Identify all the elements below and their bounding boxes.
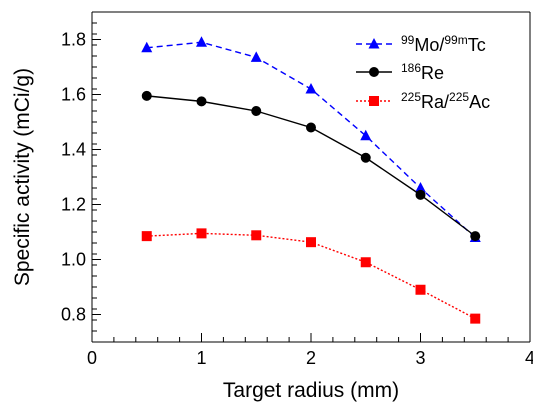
x-tick-label: 0 xyxy=(87,348,97,368)
data-point xyxy=(306,122,316,133)
plot-frame xyxy=(91,11,531,343)
legend-swatch-marker xyxy=(369,67,379,77)
data-point xyxy=(141,231,152,242)
y-tick-label: 1.2 xyxy=(61,195,86,215)
data-point xyxy=(470,231,481,242)
y-tick-label: 1.0 xyxy=(61,250,86,270)
series-line xyxy=(146,95,476,237)
data-point xyxy=(360,129,372,141)
y-tick-label: 1.8 xyxy=(61,30,86,50)
data-point xyxy=(141,90,152,101)
y-axis-title: Specific activity (mCi/g) xyxy=(11,68,34,286)
x-axis-ticks: 0 1 2 3 4 xyxy=(87,333,533,368)
legend-label: 99Mo/99mTc xyxy=(401,33,486,55)
data-point xyxy=(196,228,207,239)
legend-label: 225Ra/225Ac xyxy=(401,90,490,112)
legend-entry: 186Re xyxy=(356,61,444,83)
x-tick-label: 2 xyxy=(306,348,316,368)
data-point xyxy=(196,96,207,107)
x-tick-label: 3 xyxy=(415,348,425,368)
legend: 99Mo/99mTc 186Re 225Ra/225Ac xyxy=(356,33,490,112)
data-point xyxy=(415,284,426,295)
data-point xyxy=(196,36,207,47)
y-tick-label: 0.8 xyxy=(61,305,86,325)
legend-label: 186Re xyxy=(401,61,444,83)
data-point xyxy=(250,51,262,62)
data-point xyxy=(251,230,262,241)
data-point xyxy=(415,182,426,193)
x-tick-label: 4 xyxy=(525,348,533,368)
x-tick-label: 1 xyxy=(196,348,206,368)
legend-entry: 99Mo/99mTc xyxy=(356,33,486,55)
y-tick-label: 1.4 xyxy=(61,140,86,160)
data-point xyxy=(251,106,262,116)
series-3 xyxy=(141,228,481,324)
data-point xyxy=(415,189,426,200)
y-axis-ticks: 0.8 1.0 1.2 1.4 1.6 1.8 xyxy=(61,11,101,343)
legend-swatch-marker xyxy=(369,96,379,106)
legend-swatch-marker xyxy=(368,38,380,49)
data-point xyxy=(305,83,317,94)
data-point xyxy=(470,313,481,324)
data-point xyxy=(306,237,316,248)
y-tick-label: 1.6 xyxy=(61,85,86,105)
data-point xyxy=(360,257,371,268)
series-1 xyxy=(141,36,481,242)
legend-entry: 225Ra/225Ac xyxy=(356,90,490,112)
x-axis-title: Target radius (mm) xyxy=(223,379,399,402)
data-point xyxy=(141,41,153,53)
series-2 xyxy=(141,90,481,242)
data-point xyxy=(360,152,371,163)
series-layer xyxy=(141,36,481,324)
